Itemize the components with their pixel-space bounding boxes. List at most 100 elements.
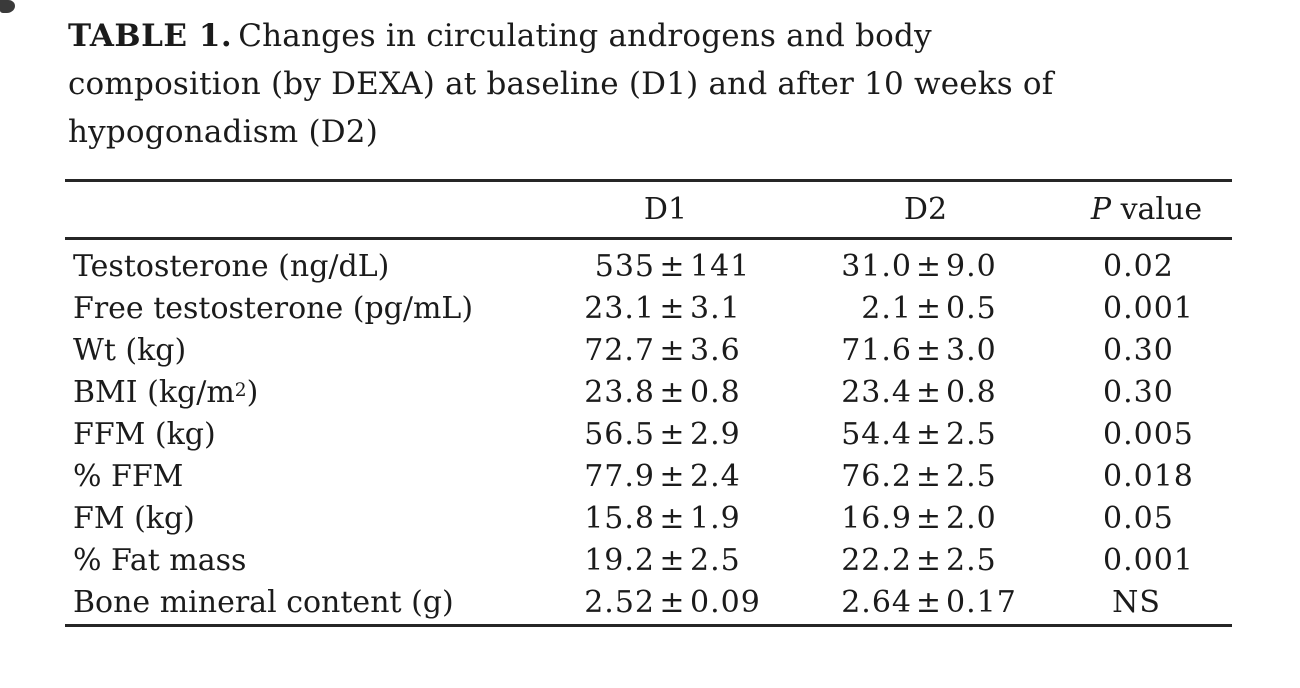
p-value: 0.005 — [1103, 417, 1194, 452]
p-value: NS — [1112, 585, 1161, 620]
p-value: 0.001 — [1103, 543, 1194, 578]
caption-line-1: TABLE 1. Changes in circulating androgens… — [68, 12, 1188, 60]
d1-mean: 77.9 — [584, 459, 655, 494]
plus-minus: ± — [659, 249, 686, 284]
d2-sd: 0.5 — [946, 291, 997, 326]
table-row-weight: Wt (kg) 72.7 ±3.6 71.6 ±3.0 0.30 — [65, 330, 1232, 372]
d2-mean: 76.2 — [841, 459, 912, 494]
d2-sd: 2.5 — [946, 543, 997, 578]
d1-sd: 0.8 — [690, 375, 741, 410]
d1-value: 2.52 ±0.09 — [525, 582, 790, 624]
d2-value: 54.4 ±2.5 — [790, 414, 1045, 456]
p-value: 0.05 — [1103, 501, 1174, 536]
header-p-rest: value — [1111, 192, 1203, 227]
row-label: % Fat mass — [73, 543, 247, 578]
d2-sd: 2.5 — [946, 417, 997, 452]
table-body: Testosterone (ng/dL) 535 ±141 31.0 ±9.0 0.… — [65, 240, 1232, 624]
d2-sd: 2.5 — [946, 459, 997, 494]
d1-mean: 19.2 — [584, 543, 655, 578]
p-value: 0.001 — [1103, 291, 1194, 326]
table-bottom-rule — [65, 624, 1232, 627]
d2-sd: 0.8 — [946, 375, 997, 410]
d2-value: 31.0 ±9.0 — [790, 246, 1045, 288]
plus-minus: ± — [915, 249, 943, 284]
header-d1: D1 — [643, 192, 688, 227]
table-row-pct-ffm: % FFM 77.9 ±2.4 76.2 ±2.5 0.018 — [65, 456, 1232, 498]
d2-value: 22.2 ±2.5 — [790, 540, 1045, 582]
plus-minus: ± — [915, 375, 943, 410]
plus-minus: ± — [915, 585, 943, 620]
d1-value: 23.1 ±3.1 — [525, 288, 790, 330]
table-row-fm: FM (kg) 15.8 ±1.9 16.9 ±2.0 0.05 — [65, 498, 1232, 540]
plus-minus: ± — [659, 417, 686, 452]
d1-mean: 535 — [594, 249, 655, 284]
caption-line-2: composition (by DEXA) at baseline (D1) a… — [68, 66, 1054, 102]
plus-minus: ± — [915, 333, 943, 368]
plus-minus: ± — [915, 417, 943, 452]
d2-sd: 2.0 — [946, 501, 997, 536]
p-value: 0.02 — [1103, 249, 1174, 284]
d1-sd: 141 — [690, 249, 751, 284]
table-row-pct-fat-mass: % Fat mass 19.2 ±2.5 22.2 ±2.5 0.001 — [65, 540, 1232, 582]
d1-value: 72.7 ±3.6 — [525, 330, 790, 372]
p-value: 0.30 — [1103, 333, 1174, 368]
d1-mean: 15.8 — [584, 501, 655, 536]
header-p-italic: P — [1090, 192, 1112, 227]
d2-mean: 23.4 — [841, 375, 912, 410]
d2-mean: 16.9 — [841, 501, 912, 536]
p-value: 0.30 — [1103, 375, 1174, 410]
header-d2: D2 — [903, 192, 948, 227]
data-table: D1 D2 P value Testosterone (ng/dL) 535 ±1… — [65, 179, 1232, 627]
d2-value: 2.1 ±0.5 — [790, 288, 1045, 330]
d2-sd: 0.17 — [946, 585, 1017, 620]
d2-mean: 31.0 — [841, 249, 912, 284]
plus-minus: ± — [915, 459, 943, 494]
plus-minus: ± — [915, 291, 943, 326]
bmi-label-text: BMI (kg/m — [73, 375, 235, 410]
table-mid-rule — [65, 237, 1232, 240]
d1-mean: 72.7 — [584, 333, 655, 368]
caption-text-line-1: Changes in circulating androgens and bod… — [238, 18, 932, 54]
d2-value: 71.6 ±3.0 — [790, 330, 1045, 372]
row-label: Bone mineral content (g) — [73, 585, 454, 620]
caption-line-3: hypogonadism (D2) — [68, 114, 379, 150]
table-number-label: TABLE 1. — [68, 18, 233, 54]
d1-sd: 3.6 — [690, 333, 741, 368]
row-label: % FFM — [73, 459, 184, 494]
table-row-ffm: FFM (kg) 56.5 ±2.9 54.4 ±2.5 0.005 — [65, 414, 1232, 456]
d2-value: 23.4 ±0.8 — [790, 372, 1045, 414]
d1-sd: 2.5 — [690, 543, 741, 578]
d1-value: 15.8 ±1.9 — [525, 498, 790, 540]
table-row-free-testosterone: Free testosterone (pg/mL) 23.1 ±3.1 2.1 ±0… — [65, 288, 1232, 330]
d1-mean: 23.1 — [584, 291, 655, 326]
d1-value: 19.2 ±2.5 — [525, 540, 790, 582]
d1-sd: 1.9 — [690, 501, 741, 536]
d2-mean: 54.4 — [841, 417, 912, 452]
d1-mean: 56.5 — [584, 417, 655, 452]
d1-sd: 2.4 — [690, 459, 741, 494]
plus-minus: ± — [659, 585, 686, 620]
d1-sd: 0.09 — [690, 585, 761, 620]
plus-minus: ± — [915, 501, 943, 536]
d1-value: 23.8 ±0.8 — [525, 372, 790, 414]
row-label: BMI (kg/m2) — [65, 372, 525, 414]
d2-sd: 9.0 — [946, 249, 997, 284]
plus-minus: ± — [915, 543, 943, 578]
d1-value: 535 ±141 — [525, 246, 790, 288]
row-label: FFM (kg) — [73, 417, 216, 452]
d1-value: 77.9 ±2.4 — [525, 456, 790, 498]
d1-sd: 2.9 — [690, 417, 741, 452]
row-label: Free testosterone (pg/mL) — [73, 291, 474, 326]
d1-value: 56.5 ±2.9 — [525, 414, 790, 456]
plus-minus: ± — [659, 501, 686, 536]
plus-minus: ± — [659, 459, 686, 494]
header-p-value: P value — [1045, 192, 1228, 227]
table-row-bone-mineral-content: Bone mineral content (g) 2.52 ±0.09 2.64 ±… — [65, 582, 1232, 624]
d2-mean: 22.2 — [841, 543, 912, 578]
bmi-label-close: ) — [246, 375, 259, 410]
plus-minus: ± — [659, 291, 686, 326]
plus-minus: ± — [659, 333, 686, 368]
plus-minus: ± — [659, 375, 686, 410]
row-label: Wt (kg) — [73, 333, 187, 368]
d2-value: 2.64 ±0.17 — [790, 582, 1045, 624]
